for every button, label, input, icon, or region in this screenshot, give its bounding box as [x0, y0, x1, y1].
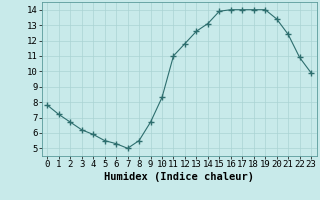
X-axis label: Humidex (Indice chaleur): Humidex (Indice chaleur)	[104, 172, 254, 182]
